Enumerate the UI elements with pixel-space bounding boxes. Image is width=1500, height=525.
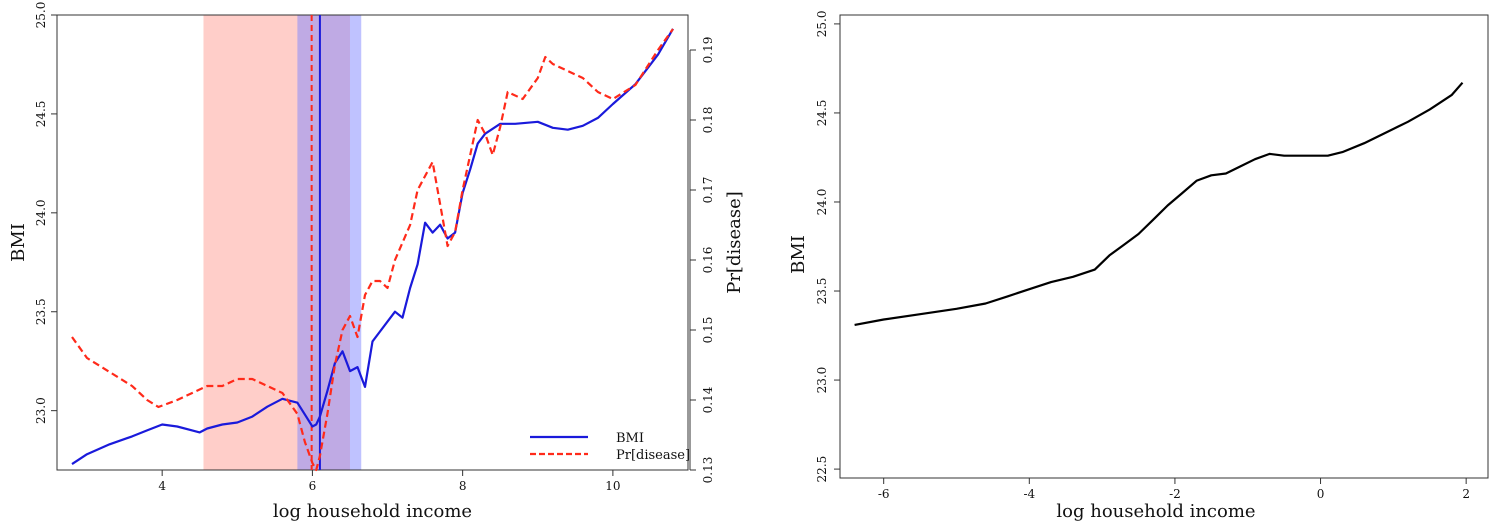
plot-frame — [56, 14, 689, 471]
y-tick-label: 22.5 — [815, 456, 829, 483]
y2-tick-label: 0.14 — [701, 386, 715, 413]
y-tick-label: 23.0 — [815, 367, 829, 394]
series-line-0 — [71, 28, 674, 466]
x-tick-label: 8 — [459, 479, 467, 493]
y2-axis-label: Pr[disease] — [724, 191, 745, 294]
y-tick-label: 24.0 — [34, 199, 48, 226]
left-chart: 4 6 8 10 23.0 23.5 24.0 24.5 25.0 0.13 0.14 0.15 0.1… — [8, 2, 745, 522]
x-tick-label: -4 — [1023, 487, 1035, 501]
y-axis-label: BMI — [788, 235, 809, 274]
y-tick-label: 24.5 — [815, 100, 829, 127]
y-tick-label: 23.0 — [34, 397, 48, 424]
y2-tick-label: 0.17 — [701, 177, 715, 204]
y-tick-label: 24.5 — [34, 101, 48, 128]
y2-tick-label: 0.18 — [701, 107, 715, 134]
legend-label: Pr[disease] — [616, 448, 690, 463]
series-line-1 — [71, 28, 674, 472]
y-tick-label: 24.0 — [815, 189, 829, 216]
x-tick-label: 6 — [309, 479, 317, 493]
x-tick-label: -6 — [878, 487, 890, 501]
legend-label: BMI — [616, 431, 644, 446]
x-tick-label: 0 — [1317, 487, 1325, 501]
series-line-0 — [854, 81, 1464, 326]
right-chart: -6 -4 -2 0 2 22.5 23.0 23.5 24.0 24.5 25.0 log hous… — [788, 11, 1489, 522]
y2-tick-label: 0.13 — [701, 457, 715, 484]
y2-tick-label: 0.15 — [701, 317, 715, 344]
y-tick-label: 25.0 — [815, 11, 829, 38]
x-tick-label: -2 — [1169, 487, 1181, 501]
plot-frame — [839, 14, 1489, 479]
x-tick-label: 2 — [1462, 487, 1470, 501]
x-tick-label: 10 — [605, 479, 620, 493]
interval-band-1 — [297, 15, 362, 470]
y-tick-label: 23.5 — [34, 298, 48, 325]
y-tick-label: 23.5 — [815, 278, 829, 305]
y-axis-label: BMI — [8, 223, 29, 262]
y2-tick-label: 0.19 — [701, 37, 715, 64]
x-axis-label: log household income — [273, 501, 472, 522]
x-tick-label: 4 — [158, 479, 166, 493]
y2-tick-label: 0.16 — [701, 247, 715, 274]
x-axis-label: log household income — [1056, 501, 1255, 522]
y-tick-label: 25.0 — [34, 2, 48, 29]
